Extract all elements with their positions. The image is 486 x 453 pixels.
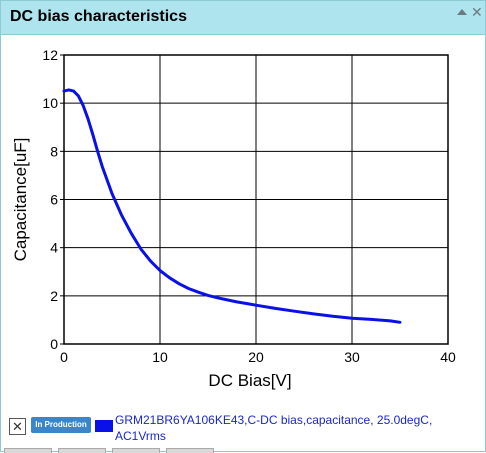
- series-line: [62, 88, 402, 324]
- x-axis-label: DC Bias[V]: [208, 371, 291, 390]
- y-tick-label: 4: [50, 240, 58, 256]
- x-tick-label: 10: [152, 349, 168, 365]
- x-tick-label: 0: [60, 349, 68, 365]
- plot-border: [63, 54, 449, 345]
- panel-controls: ✕: [455, 4, 485, 23]
- panel-title: DC bias characteristics: [10, 8, 187, 25]
- y-axis-label: Capacitance[uF]: [11, 138, 30, 262]
- remove-series-checkbox[interactable]: ✕: [9, 418, 26, 435]
- series-color-swatch: [95, 420, 113, 432]
- x-tick-label: 30: [344, 349, 360, 365]
- y-tick-label: 2: [50, 288, 58, 304]
- tab-3[interactable]: [112, 448, 160, 453]
- chart-legend: ✕ In Production GRM21BR6YA106KE43,C-DC b…: [9, 411, 479, 451]
- y-tick-label: 0: [50, 336, 58, 352]
- y-tick-label: 6: [50, 192, 58, 208]
- tab-2[interactable]: [58, 448, 106, 453]
- tab-1[interactable]: [4, 448, 52, 453]
- tab-4[interactable]: [166, 448, 214, 453]
- x-tick-label: 20: [248, 349, 264, 365]
- bottom-tabs: [0, 448, 486, 453]
- y-tick-label: 12: [42, 47, 58, 63]
- series-link[interactable]: GRM21BR6YA106KE43,C-DC bias,capacitance,…: [115, 413, 433, 443]
- in-production-badge: In Production: [31, 417, 91, 433]
- x-tick-label: 40: [440, 349, 456, 365]
- collapse-icon[interactable]: [457, 9, 467, 15]
- y-tick-label: 10: [42, 95, 58, 111]
- panel-header: DC bias characteristics ✕: [1, 1, 485, 35]
- y-tick-label: 8: [50, 143, 58, 159]
- close-icon[interactable]: ✕: [471, 4, 483, 20]
- dc-bias-chart: 0 10 20 30 40 0 2 4 6 8 10 12 DC Bias[V] Capacitance[…: [11, 47, 456, 390]
